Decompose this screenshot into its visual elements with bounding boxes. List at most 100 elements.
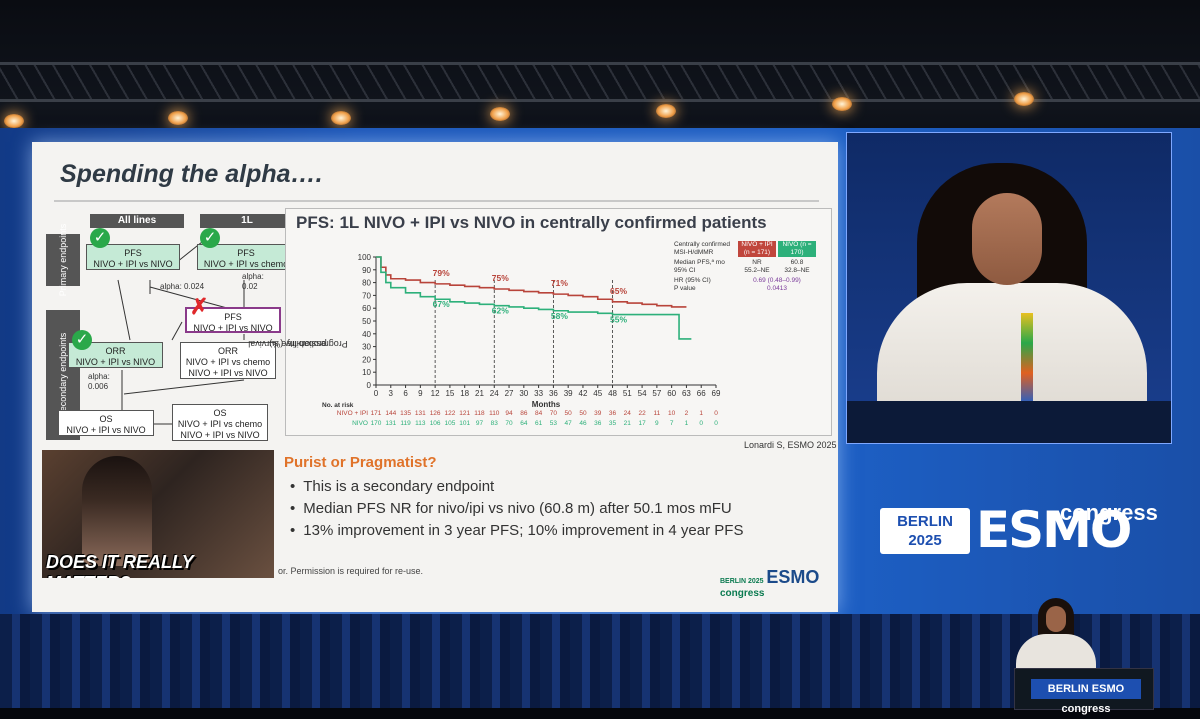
at-risk-value: 9	[655, 420, 659, 427]
y-tick-label: 10	[362, 368, 371, 377]
km-chart-panel: PFS: 1L NIVO + IPI vs NIVO in centrally …	[248, 208, 832, 436]
x-tick-label: 48	[608, 389, 617, 398]
y-tick-label: 80	[362, 279, 371, 288]
at-risk-value: 50	[565, 410, 573, 417]
at-risk-value: 84	[535, 410, 543, 417]
survival-annotation: 75%	[492, 273, 509, 283]
at-risk-value: 118	[474, 410, 485, 417]
stage-light	[490, 107, 510, 121]
at-risk-value: 105	[444, 420, 455, 427]
brand-word: ESMO	[976, 501, 1132, 559]
row-median: Median PFS,ª mo	[674, 259, 725, 266]
median-nivo: 60.8	[790, 259, 804, 266]
x-mark-icon: ✗	[190, 294, 209, 319]
at-risk-value: 11	[653, 410, 660, 417]
at-risk-value: 53	[550, 420, 558, 427]
stage-light	[656, 104, 676, 118]
row-ci: 95% CI	[674, 267, 696, 274]
x-tick-label: 63	[682, 389, 691, 398]
series-line	[376, 256, 692, 340]
at-risk-value: 170	[371, 420, 382, 427]
y-tick-label: 20	[362, 355, 371, 364]
at-risk-value: 101	[459, 420, 470, 427]
at-risk-value: 131	[385, 420, 396, 427]
x-tick-label: 3	[389, 389, 394, 398]
row-p: P value	[674, 285, 696, 292]
brand-congress: congress	[1060, 500, 1158, 525]
alpha-all-lines: alpha: 0.024	[160, 282, 205, 291]
at-risk-value: 36	[594, 420, 602, 427]
at-risk-value: 46	[579, 420, 587, 427]
at-risk-value: 0	[714, 410, 718, 417]
x-axis-label: Months	[532, 400, 561, 409]
at-risk-value: 86	[520, 410, 528, 417]
lectern-logo: BERLIN ESMO congress	[1031, 679, 1141, 715]
lanyard	[1021, 313, 1033, 403]
survival-annotation: 71%	[551, 278, 568, 288]
survival-annotation: 62%	[492, 306, 509, 316]
flow-connectors	[117, 233, 245, 425]
at-risk-value: 70	[550, 410, 558, 417]
x-tick-label: 51	[623, 389, 632, 398]
at-risk-value: 39	[594, 410, 602, 417]
chart-title: PFS: 1L NIVO + IPI vs NIVO in centrally …	[296, 213, 767, 232]
x-tick-label: 66	[697, 389, 706, 398]
at-risk-value: 94	[505, 410, 513, 417]
at-risk-value: 7	[670, 420, 674, 427]
at-risk-value: 21	[624, 420, 632, 427]
at-risk-value: 122	[444, 410, 455, 417]
x-tick-label: 36	[549, 389, 558, 398]
at-risk-value: 0	[699, 420, 703, 427]
box-orr-all-lines: ORR NIVO + IPI vs NIVO	[68, 342, 163, 368]
box-pfs-all-lines: PFS NIVO + IPI vs NIVO	[86, 244, 180, 270]
stage-light	[832, 97, 852, 111]
header-all-lines: All lines	[90, 214, 184, 228]
y-tick-label: 40	[362, 330, 371, 339]
at-risk-value: 135	[400, 410, 411, 417]
y-tick-label: 100	[358, 253, 372, 262]
meme-caption: DOES IT REALLY MATTER?	[46, 552, 194, 578]
at-risk-value: 1	[685, 420, 689, 427]
y-tick-label: 70	[362, 291, 371, 300]
label-primary-endpoints: Primary endpoints	[46, 224, 80, 296]
at-risk-value: 97	[476, 420, 484, 427]
survival-annotation: 67%	[433, 299, 450, 309]
at-risk-label: NIVO + IPI	[337, 410, 368, 417]
at-risk-value: 36	[609, 410, 617, 417]
survival-annotation: 58%	[551, 311, 568, 321]
brand-city-year: BERLIN 2025	[880, 508, 970, 554]
x-tick-label: 33	[534, 389, 543, 398]
x-tick-label: 15	[445, 389, 454, 398]
at-risk-heading: No. at risk	[322, 402, 354, 409]
row-hr: HR (95% CI)	[674, 277, 711, 284]
bullet-item: 13% improvement in 3 year PFS; 10% impro…	[290, 520, 743, 542]
median-nivo-ipi: NR	[752, 259, 762, 266]
x-tick-label: 24	[490, 389, 499, 398]
at-risk-value: 35	[609, 420, 617, 427]
alpha-orr: alpha: 0.006	[88, 372, 110, 391]
y-tick-label: 50	[362, 317, 371, 326]
bullet-item: Median PFS NR for nivo/ipi vs nivo (60.8…	[290, 498, 743, 520]
x-tick-label: 42	[579, 389, 588, 398]
x-tick-label: 57	[652, 389, 661, 398]
at-risk-value: 171	[371, 410, 382, 417]
bullet-list: This is a secondary endpoint Median PFS …	[290, 476, 743, 542]
box-os-1l: OS NIVO + IPI vs chemo NIVO + IPI vs NIVO	[172, 404, 268, 441]
at-risk-value: 119	[400, 420, 411, 427]
live-speaker	[1016, 598, 1096, 674]
meme-image: DOES IT REALLY MATTER?	[42, 450, 274, 578]
survival-annotation: 55%	[610, 315, 627, 325]
at-risk-value: 144	[385, 410, 396, 417]
ci-nivo-ipi: 55.2–NE	[744, 267, 770, 274]
x-tick-label: 0	[374, 389, 379, 398]
lectern: BERLIN ESMO congress	[1014, 668, 1154, 715]
speaker-video-feed	[846, 132, 1172, 444]
permission-note: or. Permission is required for re-use.	[278, 566, 424, 576]
box-orr-1l: ORR NIVO + IPI vs chemo NIVO + IPI vs NIVO	[180, 342, 276, 379]
stage-curtain	[0, 614, 1200, 708]
box-pfs-1l: PFS NIVO + IPI vs chemo	[197, 244, 295, 270]
at-risk-value: 131	[415, 410, 426, 417]
x-tick-label: 54	[638, 389, 647, 398]
x-tick-label: 9	[418, 389, 423, 398]
